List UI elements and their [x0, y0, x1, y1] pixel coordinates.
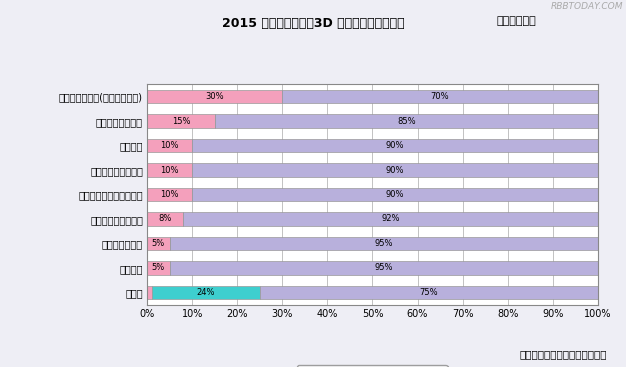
Bar — [147, 90, 282, 103]
Text: 92%: 92% — [381, 214, 400, 224]
Text: （単位：％）: （単位：％） — [496, 17, 536, 26]
Bar — [170, 237, 598, 250]
Text: 24%: 24% — [197, 288, 215, 297]
Text: 10%: 10% — [160, 190, 179, 199]
Text: 10%: 10% — [160, 141, 179, 150]
Bar — [147, 163, 192, 177]
Text: 95%: 95% — [374, 239, 393, 248]
Text: 90%: 90% — [386, 166, 404, 175]
Bar — [215, 115, 598, 128]
Bar — [260, 286, 598, 299]
Bar — [147, 237, 170, 250]
Bar — [192, 188, 598, 201]
Text: 2015 年の製品別裸眼3D 搭載率予測（国内）: 2015 年の製品別裸眼3D 搭載率予測（国内） — [222, 17, 404, 29]
Bar — [147, 115, 215, 128]
Bar — [170, 261, 598, 275]
Text: 90%: 90% — [386, 141, 404, 150]
Text: RBBTODAY.COM: RBBTODAY.COM — [550, 2, 623, 11]
Text: （シード・プランニング作成）: （シード・プランニング作成） — [520, 350, 607, 360]
Text: 30%: 30% — [205, 92, 224, 101]
Bar — [147, 261, 170, 275]
Text: 5%: 5% — [151, 264, 165, 272]
Bar — [183, 212, 598, 226]
Text: 5%: 5% — [151, 239, 165, 248]
Legend: 裸眼3D, メガネ3D, 2D: 裸眼3D, メガネ3D, 2D — [297, 365, 448, 367]
Text: 75%: 75% — [419, 288, 438, 297]
Bar — [147, 139, 192, 152]
Bar — [147, 212, 183, 226]
Bar — [192, 163, 598, 177]
Text: 15%: 15% — [172, 117, 190, 126]
Text: 10%: 10% — [160, 166, 179, 175]
Text: 8%: 8% — [158, 214, 172, 224]
Bar — [147, 286, 151, 299]
Bar — [282, 90, 598, 103]
Text: 70%: 70% — [431, 92, 449, 101]
Bar — [192, 139, 598, 152]
Bar — [151, 286, 260, 299]
Text: 85%: 85% — [397, 117, 416, 126]
Text: 90%: 90% — [386, 190, 404, 199]
Text: 95%: 95% — [374, 264, 393, 272]
Bar — [147, 188, 192, 201]
